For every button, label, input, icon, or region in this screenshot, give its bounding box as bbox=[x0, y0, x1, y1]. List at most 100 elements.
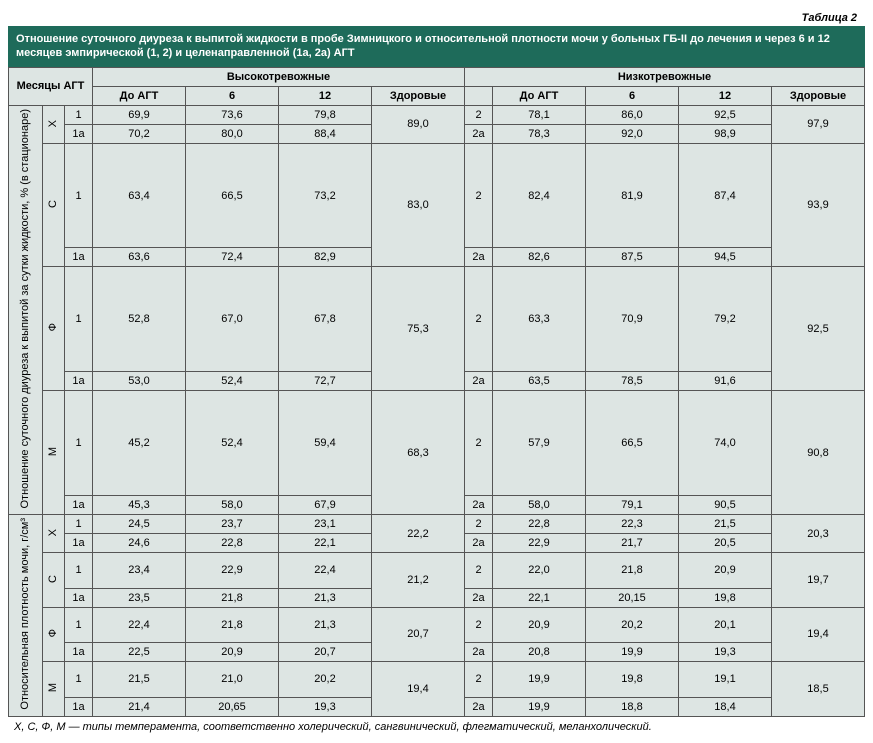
table-row: Ф152,867,067,875,3263,370,979,292,5 bbox=[9, 267, 865, 372]
data-cell: 21,7 bbox=[586, 534, 679, 553]
data-cell: 19,3 bbox=[679, 643, 772, 662]
subgroup-label: 1a bbox=[65, 124, 93, 143]
temperament-label: М bbox=[43, 662, 65, 717]
healthy-cell: 68,3 bbox=[372, 391, 465, 515]
data-cell: 80,0 bbox=[186, 124, 279, 143]
healthy-cell: 89,0 bbox=[372, 105, 465, 143]
data-cell: 22,4 bbox=[93, 607, 186, 643]
subgroup-label: 2 bbox=[465, 553, 493, 589]
data-cell: 20,9 bbox=[679, 553, 772, 589]
data-cell: 72,7 bbox=[279, 372, 372, 391]
healthy-cell: 19,7 bbox=[772, 553, 865, 608]
data-cell: 21,8 bbox=[586, 553, 679, 589]
col-low-6: 6 bbox=[586, 86, 679, 105]
data-cell: 23,5 bbox=[93, 588, 186, 607]
table-footnote: X, С, Ф, М — типы темперамента, соответс… bbox=[8, 717, 865, 735]
data-cell: 23,4 bbox=[93, 553, 186, 589]
data-cell: 79,8 bbox=[279, 105, 372, 124]
subgroup-label: 2 bbox=[465, 143, 493, 248]
data-cell: 82,4 bbox=[493, 143, 586, 248]
data-cell: 45,2 bbox=[93, 391, 186, 496]
healthy-cell: 20,7 bbox=[372, 607, 465, 662]
col-high-6: 6 bbox=[186, 86, 279, 105]
header-row-2: До АГТ 6 12 Здоровые До АГТ 6 12 Здоровы… bbox=[9, 86, 865, 105]
healthy-cell: 19,4 bbox=[772, 607, 865, 662]
data-cell: 20,2 bbox=[279, 662, 372, 698]
row-group-label: Отношение суточного диуреза к выпитой за… bbox=[9, 105, 43, 515]
data-cell: 21,0 bbox=[186, 662, 279, 698]
table-row: Отношение суточного диуреза к выпитой за… bbox=[9, 105, 865, 124]
data-cell: 20,8 bbox=[493, 643, 586, 662]
table-row: М121,521,020,219,4219,919,819,118,5 bbox=[9, 662, 865, 698]
data-cell: 52,4 bbox=[186, 391, 279, 496]
subgroup-label: 1a bbox=[65, 372, 93, 391]
data-cell: 53,0 bbox=[93, 372, 186, 391]
data-cell: 67,0 bbox=[186, 267, 279, 372]
subgroup-label: 1a bbox=[65, 496, 93, 515]
subgroup-label: 1a bbox=[65, 534, 93, 553]
data-cell: 22,8 bbox=[186, 534, 279, 553]
data-cell: 45,3 bbox=[93, 496, 186, 515]
data-cell: 63,5 bbox=[493, 372, 586, 391]
col-low-healthy: Здоровые bbox=[772, 86, 865, 105]
data-cell: 79,2 bbox=[679, 267, 772, 372]
col-low-sub bbox=[465, 86, 493, 105]
healthy-cell: 22,2 bbox=[372, 515, 465, 553]
subgroup-label: 1 bbox=[65, 267, 93, 372]
healthy-cell: 18,5 bbox=[772, 662, 865, 717]
table-caption: Отношение суточного диуреза к выпитой жи… bbox=[8, 26, 865, 67]
data-cell: 66,5 bbox=[186, 143, 279, 248]
subgroup-label: 2a bbox=[465, 588, 493, 607]
data-cell: 78,1 bbox=[493, 105, 586, 124]
data-cell: 74,0 bbox=[679, 391, 772, 496]
subgroup-label: 1 bbox=[65, 105, 93, 124]
data-cell: 92,0 bbox=[586, 124, 679, 143]
data-cell: 94,5 bbox=[679, 248, 772, 267]
temperament-label: М bbox=[43, 391, 65, 515]
subgroup-label: 2 bbox=[465, 267, 493, 372]
data-cell: 63,4 bbox=[93, 143, 186, 248]
data-cell: 18,8 bbox=[586, 697, 679, 716]
col-high-before: До АГТ bbox=[93, 86, 186, 105]
temperament-label: С bbox=[43, 553, 65, 608]
data-cell: 20,15 bbox=[586, 588, 679, 607]
data-cell: 66,5 bbox=[586, 391, 679, 496]
subgroup-label: 1a bbox=[65, 248, 93, 267]
data-cell: 23,1 bbox=[279, 515, 372, 534]
data-cell: 19,1 bbox=[679, 662, 772, 698]
data-cell: 20,65 bbox=[186, 697, 279, 716]
subgroup-label: 1 bbox=[65, 515, 93, 534]
data-cell: 88,4 bbox=[279, 124, 372, 143]
data-cell: 87,4 bbox=[679, 143, 772, 248]
data-cell: 21,8 bbox=[186, 588, 279, 607]
subgroup-label: 1a bbox=[65, 588, 93, 607]
data-cell: 22,8 bbox=[493, 515, 586, 534]
data-cell: 90,5 bbox=[679, 496, 772, 515]
data-cell: 21,5 bbox=[679, 515, 772, 534]
data-cell: 23,7 bbox=[186, 515, 279, 534]
data-cell: 22,5 bbox=[93, 643, 186, 662]
data-table: Месяцы АГТ Высокотревожные Низкотревожны… bbox=[8, 67, 865, 717]
subgroup-label: 2a bbox=[465, 643, 493, 662]
data-cell: 79,1 bbox=[586, 496, 679, 515]
healthy-cell: 75,3 bbox=[372, 267, 465, 391]
healthy-cell: 97,9 bbox=[772, 105, 865, 143]
data-cell: 22,9 bbox=[493, 534, 586, 553]
data-cell: 63,3 bbox=[493, 267, 586, 372]
healthy-cell: 21,2 bbox=[372, 553, 465, 608]
data-cell: 82,9 bbox=[279, 248, 372, 267]
data-cell: 20,5 bbox=[679, 534, 772, 553]
subgroup-label: 2 bbox=[465, 391, 493, 496]
data-cell: 22,3 bbox=[586, 515, 679, 534]
data-cell: 78,3 bbox=[493, 124, 586, 143]
col-months: Месяцы АГТ bbox=[9, 67, 93, 105]
data-cell: 19,3 bbox=[279, 697, 372, 716]
data-cell: 24,6 bbox=[93, 534, 186, 553]
data-cell: 19,9 bbox=[493, 697, 586, 716]
data-cell: 22,9 bbox=[186, 553, 279, 589]
data-cell: 63,6 bbox=[93, 248, 186, 267]
col-low-anxiety: Низкотревожные bbox=[465, 67, 865, 86]
subgroup-label: 2a bbox=[465, 697, 493, 716]
data-cell: 70,9 bbox=[586, 267, 679, 372]
subgroup-label: 1 bbox=[65, 662, 93, 698]
